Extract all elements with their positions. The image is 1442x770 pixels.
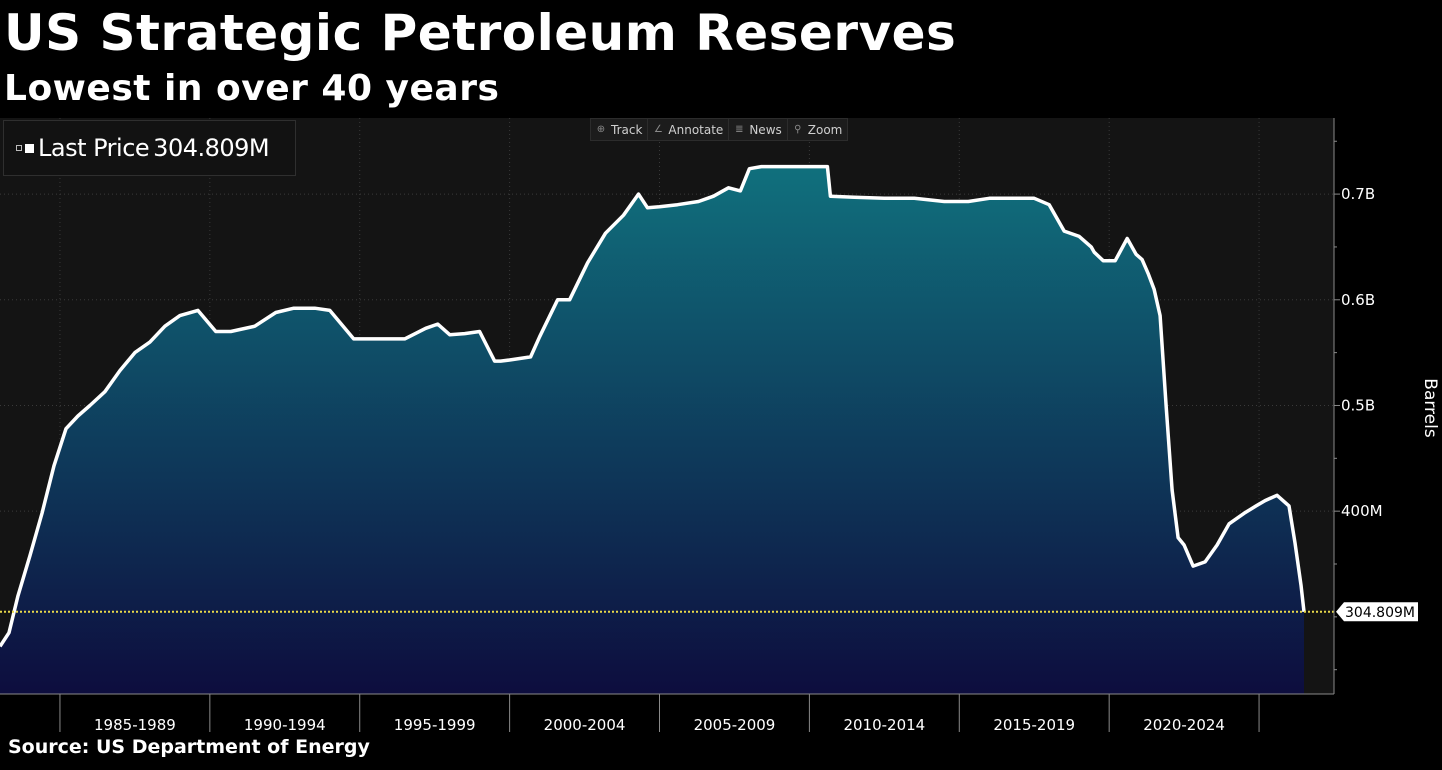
series-line	[0, 164, 1306, 648]
legend-value: 304.809M	[153, 134, 270, 162]
legend-label: Last Price	[38, 134, 150, 162]
y-tick-label: 0.7B	[1341, 185, 1375, 203]
y-tick-label: 0.5B	[1341, 396, 1375, 414]
legend-marker-icon	[16, 145, 22, 151]
crosshair-icon: ⊕	[596, 124, 606, 135]
chart-area: 1985-1989 1990-1994 1995-1999 2000-2004 2005…	[0, 118, 1440, 734]
chart-toolbar: ⊕ Track ∠ Annotate ≣ News ⚲ Zoom	[590, 118, 849, 141]
y-axis: 400M 0.5B 0.6B 0.7B	[1334, 140, 1383, 671]
zoom-label: Zoom	[807, 122, 843, 137]
x-axis: 1985-1989 1990-1994 1995-1999 2000-2004 2005…	[59, 694, 1260, 734]
y-axis-title: Barrels	[1420, 378, 1440, 438]
annotate-label: Annotate	[668, 122, 724, 137]
y-tick-label: 0.6B	[1341, 291, 1375, 309]
last-price-tag-label: 304.809M	[1345, 605, 1415, 621]
x-tick-label: 2015-2019	[993, 716, 1075, 734]
magnifier-icon: ⚲	[794, 124, 802, 135]
x-tick-label: 2010-2014	[843, 716, 925, 734]
news-icon: ≣	[735, 124, 744, 135]
y-tick-label: 400M	[1341, 502, 1383, 520]
chart-title: US Strategic Petroleum Reserves	[4, 4, 957, 62]
track-label: Track	[611, 122, 643, 137]
series-area-fill	[0, 166, 1304, 695]
x-tick-label: 2020-2024	[1143, 716, 1225, 734]
pencil-icon: ∠	[653, 124, 663, 135]
last-price-tag-box	[1336, 602, 1418, 622]
last-price-tag: 304.809M	[1336, 602, 1418, 622]
x-tick-label: 2000-2004	[544, 716, 626, 734]
source-note: Source: US Department of Energy	[8, 736, 370, 758]
news-label: News	[749, 122, 782, 137]
legend-swatch-icon	[25, 143, 34, 153]
x-tick-label: 1990-1994	[244, 716, 326, 734]
track-button[interactable]: ⊕ Track	[591, 119, 649, 140]
x-tick-label: 2005-2009	[694, 716, 776, 734]
x-tick-label: 1995-1999	[394, 716, 476, 734]
news-button[interactable]: ≣ News	[729, 119, 788, 140]
annotate-button[interactable]: ∠ Annotate	[648, 119, 730, 140]
legend: Last Price 304.809M	[3, 120, 296, 176]
x-tick-label: 1985-1989	[94, 716, 176, 734]
zoom-button[interactable]: ⚲ Zoom	[788, 119, 848, 140]
chart-subtitle: Lowest in over 40 years	[4, 68, 500, 109]
